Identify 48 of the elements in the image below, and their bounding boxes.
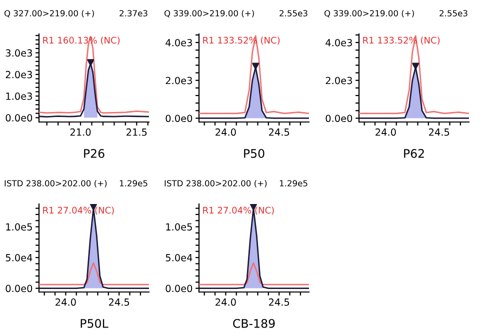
y-tick-label: 3.0e3 — [6, 49, 32, 57]
y-tick-label: 5.0e4 — [6, 254, 32, 262]
annotation: R1 27.04% (NC) — [203, 206, 274, 215]
x-tick-label: 21.5 — [126, 128, 147, 136]
y-tick-label: 2.0e3 — [6, 70, 32, 78]
chart-title: ISTD 238.00>202.00 (+) — [4, 180, 107, 188]
chart-subtitle: 1.29e5 — [120, 180, 148, 186]
x-axis-title: P62 — [404, 148, 424, 158]
chart-subtitle: 2.55e3 — [280, 10, 308, 16]
line-series — [199, 35, 309, 114]
x-tick-label: 21.0 — [70, 128, 91, 136]
annotation: R1 27.04% (NC) — [43, 206, 114, 215]
y-tick-label: 1.0e5 — [166, 223, 192, 231]
y-tick-label: 0.0e0 — [166, 114, 192, 122]
y-tick-label: 0.0e0 — [326, 114, 352, 122]
chart-subtitle: 2.55e3 — [440, 10, 468, 16]
chart-title: ISTD 238.00>202.00 (+) — [164, 180, 267, 188]
x-axis-title: P50 — [244, 148, 264, 158]
y-tick-label: 2.0e3 — [326, 76, 352, 84]
y-tick-label: 1.0e5 — [6, 223, 32, 231]
chart-subtitle: 2.37e3 — [120, 10, 148, 16]
chart-title: Q 339.00>219.00 (+) — [164, 10, 254, 18]
line-series — [359, 35, 469, 114]
line-series — [39, 262, 149, 286]
y-tick-label: 1.0e3 — [6, 92, 32, 100]
x-tick-label: 24.0 — [56, 298, 76, 306]
x-tick-label: 24.5 — [428, 128, 450, 136]
chart-title: Q 339.00>219.00 (+) — [324, 10, 414, 18]
x-tick-label: 24.0 — [216, 128, 236, 136]
y-tick-label: 4.0e3 — [166, 38, 192, 46]
y-tick-label: 5.0e4 — [166, 254, 192, 262]
x-tick-label: 24.5 — [268, 298, 290, 306]
x-tick-label: 24.5 — [108, 298, 130, 306]
chart-title: Q 327.00>219.00 (+) — [4, 10, 94, 18]
x-tick-label: 24.0 — [216, 298, 236, 306]
y-tick-label: 0.0e0 — [166, 284, 192, 292]
x-tick-label: 24.0 — [376, 128, 396, 136]
x-axis-title: P50L — [80, 318, 108, 328]
y-tick-label: 2.0e3 — [166, 76, 192, 84]
line-series — [39, 36, 149, 114]
line-series — [199, 262, 309, 286]
y-tick-label: 0.0e0 — [6, 284, 32, 292]
x-tick-label: 24.5 — [268, 128, 290, 136]
y-tick-label: 4.0e3 — [326, 38, 352, 46]
chart-subtitle: 1.29e5 — [280, 180, 308, 186]
x-axis-title: P26 — [84, 148, 104, 158]
x-axis-title: CB-189 — [233, 318, 275, 328]
y-tick-label: 0.0e0 — [6, 114, 32, 122]
